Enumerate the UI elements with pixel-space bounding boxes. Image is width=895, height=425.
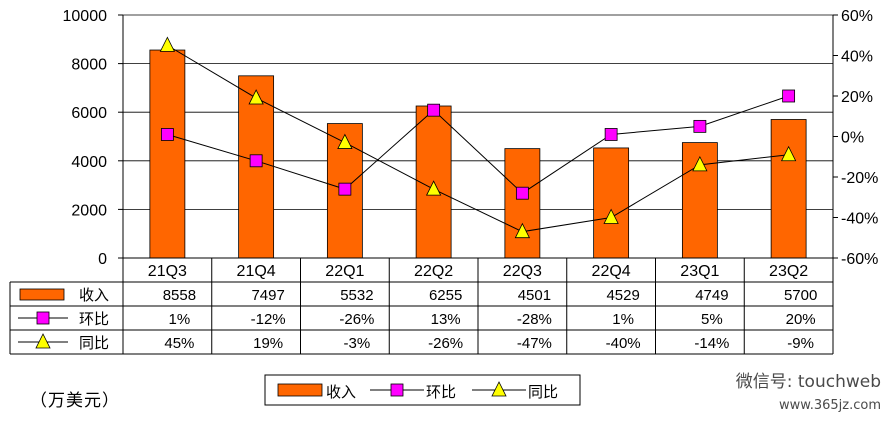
- triangle-marker: [35, 333, 51, 349]
- table-cell: 19%: [253, 335, 283, 352]
- right-tick-label: 60%: [841, 8, 873, 25]
- legend-label: 环比: [426, 384, 456, 401]
- table-row: 同比 45% 19% -3% -26% -47% -40% -14% -9%: [18, 333, 814, 352]
- square-marker: [390, 383, 404, 397]
- left-tick-label: 8000: [71, 57, 107, 74]
- square-marker: [427, 103, 441, 117]
- category-label: 21Q3: [148, 263, 187, 280]
- table-cell: -40%: [606, 335, 641, 352]
- right-tick-label: 20%: [841, 89, 873, 106]
- left-tick-label: 2000: [71, 202, 107, 219]
- category-label: 21Q4: [237, 263, 276, 280]
- triangle-marker: [692, 155, 708, 172]
- left-tick-label: 0: [98, 251, 107, 268]
- series-line-yoy: [167, 44, 789, 233]
- table-cell: 5532: [340, 287, 373, 304]
- table-cell: -28%: [517, 311, 552, 328]
- legend-key-bar: [277, 383, 323, 397]
- right-tick-label: -20%: [841, 170, 878, 187]
- category-label: 22Q1: [325, 263, 364, 280]
- left-tick-label: 6000: [71, 105, 107, 122]
- square-marker: [36, 311, 50, 325]
- unit-label: （万美元）: [30, 391, 120, 411]
- square-marker: [160, 128, 174, 141]
- table-cell: -9%: [787, 335, 814, 352]
- table-cell: -12%: [251, 311, 286, 328]
- row-label: 环比: [79, 311, 109, 328]
- left-tick-label: 10000: [63, 8, 108, 25]
- table-cell: 1%: [612, 311, 634, 328]
- square-marker: [338, 182, 352, 196]
- revenue-bars: [149, 49, 807, 259]
- square-marker: [693, 119, 707, 133]
- category-label: 22Q4: [592, 263, 631, 280]
- right-tick-label: -60%: [841, 251, 878, 268]
- table-cell: -14%: [694, 335, 729, 352]
- triangle-marker: [425, 180, 442, 196]
- row-label: 收入: [79, 287, 109, 304]
- table-cell: 4749: [695, 287, 728, 304]
- row-label: 同比: [79, 335, 109, 352]
- table-cell: -3%: [344, 335, 371, 352]
- revenue-bar: [504, 148, 541, 259]
- category-label: 23Q1: [680, 263, 719, 280]
- table-cell: 8558: [163, 287, 196, 304]
- square-marker: [604, 128, 618, 141]
- axes: 0 2000 4000 6000 8000 10000 -60% -40% -20% 0% 20% 4…: [63, 8, 879, 268]
- table-cell: -26%: [339, 311, 374, 328]
- table-cell: 7497: [251, 287, 284, 304]
- triangle-marker: [337, 133, 353, 149]
- legend-label: 同比: [528, 384, 558, 401]
- revenue-bar: [770, 119, 807, 259]
- right-tick-label: 40%: [841, 49, 873, 66]
- table-cell: 4501: [518, 287, 551, 304]
- square-marker: [515, 186, 529, 200]
- triangle-marker: [603, 208, 619, 224]
- table-cell: 20%: [786, 311, 816, 328]
- table-row: 收入 8558 7497 5532 6255 4501 4529 4749 5700: [19, 287, 817, 304]
- revenue-bar: [593, 147, 630, 259]
- right-tick-label: -40%: [841, 211, 878, 228]
- row-key-bar: [19, 288, 65, 301]
- category-label: 23Q2: [769, 263, 808, 280]
- series-line-qoq: [167, 95, 789, 194]
- table-cell: 6255: [429, 287, 462, 304]
- legend-label: 收入: [326, 384, 356, 401]
- square-marker: [782, 89, 796, 103]
- watermark-site: www.365jz.com: [779, 398, 881, 413]
- category-label: 22Q2: [414, 263, 453, 280]
- legend: 收入 环比 同比: [264, 374, 581, 406]
- triangle-marker: [248, 89, 264, 105]
- table-cell: -26%: [428, 335, 463, 352]
- table-cell: 1%: [169, 311, 191, 328]
- triangle-marker: [159, 36, 176, 52]
- revenue-bar: [149, 49, 186, 259]
- data-table: 21Q3 21Q4 22Q1 22Q2 22Q3 22Q4 23Q1 23Q2 收入 8558 74…: [9, 257, 834, 355]
- table-cell: 45%: [164, 335, 194, 352]
- grid: [123, 14, 833, 210]
- lines: [159, 36, 797, 239]
- table-cell: 5700: [784, 287, 817, 304]
- table-cell: 13%: [431, 311, 461, 328]
- table-row: 环比 1% -12% -26% 13% -28% 1% 5% 20%: [18, 311, 816, 328]
- triangle-marker: [491, 381, 507, 397]
- table-cell: -47%: [517, 335, 552, 352]
- triangle-marker: [780, 145, 797, 162]
- table-cell: 4529: [606, 287, 639, 304]
- right-tick-label: 0%: [841, 130, 864, 147]
- triangle-marker: [514, 222, 531, 239]
- category-label: 22Q3: [503, 263, 542, 280]
- left-tick-label: 4000: [71, 154, 107, 171]
- square-marker: [249, 154, 263, 168]
- watermark-wechat: 微信号: touchweb: [735, 372, 881, 392]
- table-cell: 5%: [701, 311, 723, 328]
